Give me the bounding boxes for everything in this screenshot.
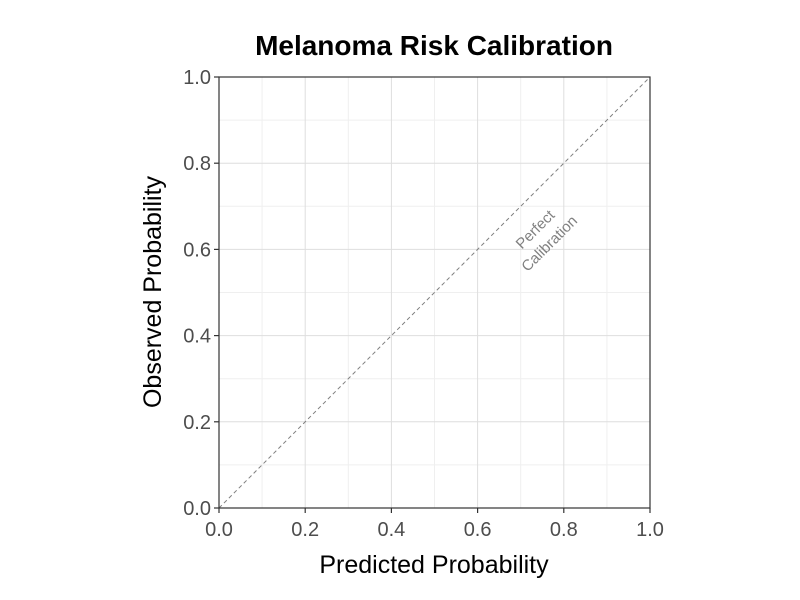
y-tick-label: 0.0 [183, 498, 211, 520]
y-tick-label: 0.2 [183, 412, 211, 434]
y-axis-ticks: 0.0 0.2 0.4 0.6 0.8 1.0 [183, 67, 219, 520]
x-axis-label: Predicted Probability [319, 551, 549, 579]
x-tick-label: 0.4 [377, 519, 405, 541]
y-tick-label: 1.0 [183, 67, 211, 89]
series-layer [218, 76, 651, 509]
x-axis-ticks: 0.0 0.2 0.4 0.6 0.8 1.0 [205, 508, 664, 541]
annotation-layer: PerfectCalibration [504, 198, 581, 275]
x-tick-label: 0.6 [464, 519, 492, 541]
x-tick-label: 1.0 [636, 519, 664, 541]
perfect-calibration-line [218, 76, 651, 509]
panel-border [218, 76, 651, 509]
y-tick-label: 0.4 [183, 326, 211, 348]
x-tick-label: 0.0 [205, 519, 233, 541]
y-tick-label: 0.8 [183, 153, 211, 175]
minor-grid [219, 77, 650, 508]
chart-title: Melanoma Risk Calibration [255, 30, 613, 61]
y-tick-label: 0.6 [183, 239, 211, 261]
x-tick-label: 0.8 [550, 519, 578, 541]
y-axis-label: Observed Probability [139, 175, 167, 408]
perfect-calibration-annotation: PerfectCalibration [504, 198, 581, 275]
x-tick-label: 0.2 [291, 519, 319, 541]
